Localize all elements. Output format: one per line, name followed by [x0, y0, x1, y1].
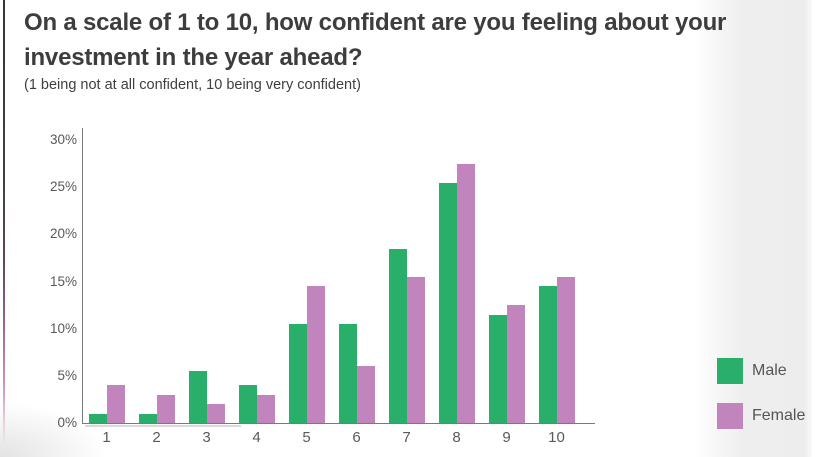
left-edge-line — [3, 0, 5, 445]
y-axis-line — [82, 128, 83, 423]
bar-male-2 — [138, 413, 157, 423]
chart-header: On a scale of 1 to 10, how confident are… — [24, 5, 726, 93]
legend-item-male: Male — [717, 358, 805, 384]
bar-female-10 — [556, 276, 575, 423]
x-tick-label-5: 5 — [302, 429, 311, 446]
y-tick-label-25: 25% — [49, 179, 77, 195]
y-tick-label-10: 10% — [49, 320, 77, 336]
bar-female-6 — [356, 366, 375, 423]
bar-male-4 — [238, 385, 257, 423]
bar-female-8 — [456, 163, 475, 423]
bar-female-3 — [206, 404, 225, 423]
x-tick-label-4: 4 — [252, 429, 261, 446]
legend-label-male: Male — [752, 362, 787, 379]
bar-male-10 — [538, 286, 557, 423]
x-tick-label-8: 8 — [452, 429, 461, 446]
page-title-line-2: investment in the year ahead? — [24, 44, 363, 71]
x-axis-line — [82, 423, 595, 424]
legend-label-female: Female — [752, 407, 806, 424]
bar-male-9 — [488, 314, 507, 423]
page-title-line-1: On a scale of 1 to 10, how confident are… — [24, 9, 727, 36]
legend-item-female: Female — [717, 403, 805, 429]
right-shade-panel — [696, 0, 812, 457]
bar-male-5 — [288, 323, 307, 423]
y-tick-label-15: 15% — [49, 273, 77, 289]
x-axis-shadow — [85, 425, 241, 427]
bar-male-1 — [88, 413, 107, 423]
y-tick-label-5: 5% — [57, 367, 77, 383]
bar-female-4 — [256, 394, 275, 423]
bottom-left-shade — [0, 378, 160, 457]
bar-male-6 — [338, 323, 357, 423]
page-subtitle: (1 being not at all confident, 10 being … — [24, 77, 361, 93]
bar-female-9 — [506, 305, 525, 423]
bar-female-7 — [406, 276, 425, 423]
bar-male-7 — [388, 248, 407, 423]
x-tick-label-7: 7 — [402, 429, 411, 446]
bar-female-5 — [306, 286, 325, 423]
legend-swatch-female — [717, 403, 743, 429]
x-tick-label-6: 6 — [352, 429, 361, 446]
bar-female-2 — [156, 394, 175, 423]
x-tick-label-9: 9 — [502, 429, 511, 446]
y-tick-label-20: 20% — [49, 226, 77, 242]
y-tick-label-0: 0% — [57, 415, 77, 430]
x-tick-label-1: 1 — [102, 429, 111, 446]
bar-male-8 — [438, 182, 457, 423]
x-tick-label-3: 3 — [202, 429, 211, 446]
y-tick-label-30: 30% — [49, 132, 77, 148]
chart-legend: Male Female — [717, 358, 805, 448]
legend-swatch-male — [717, 358, 743, 384]
x-tick-label-10: 10 — [548, 429, 565, 446]
bar-female-1 — [106, 385, 125, 423]
bar-male-3 — [188, 371, 207, 423]
x-tick-label-2: 2 — [152, 429, 161, 446]
